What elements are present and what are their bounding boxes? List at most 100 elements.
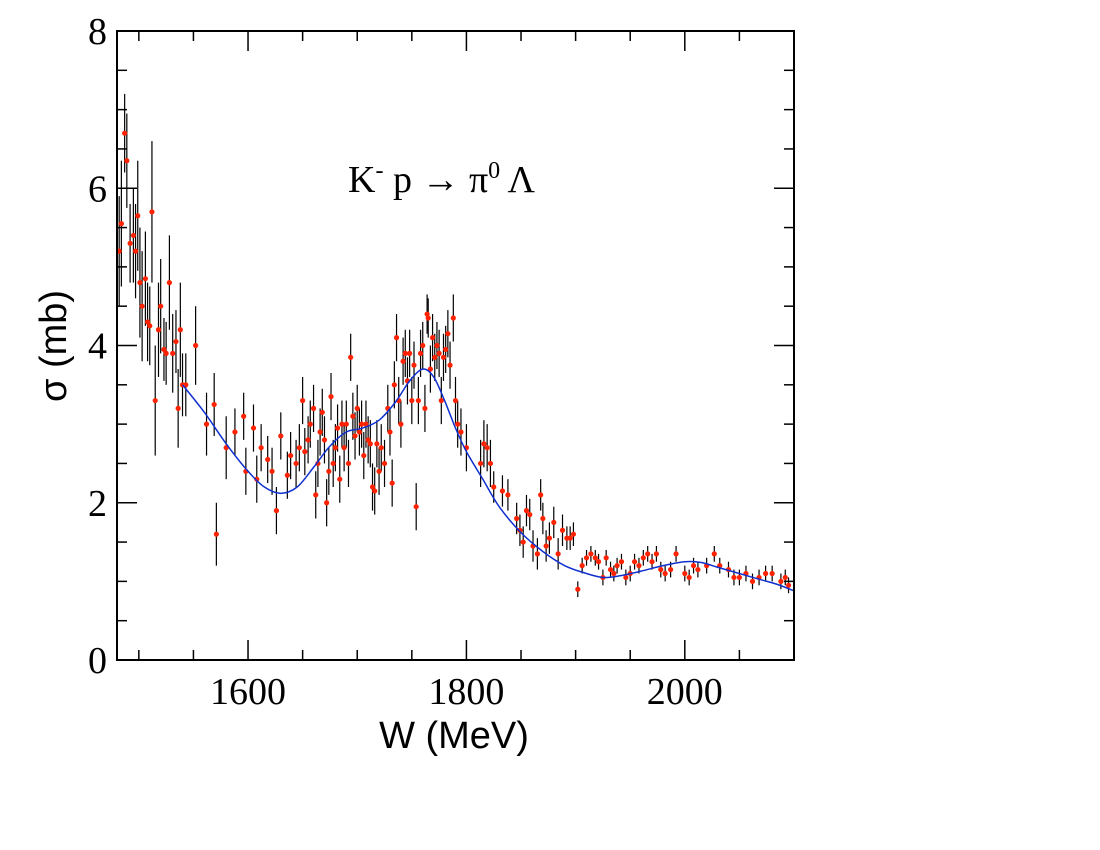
data-point bbox=[417, 350, 424, 356]
data-point bbox=[378, 445, 384, 451]
data-point bbox=[166, 280, 173, 286]
data-point bbox=[341, 445, 347, 451]
data-point bbox=[436, 350, 442, 356]
data-point bbox=[319, 409, 325, 415]
data-point bbox=[645, 551, 651, 557]
y-tick-label: 0 bbox=[88, 640, 107, 682]
data-point bbox=[413, 504, 419, 510]
tick-labels: 1600 1800 2000 0 2 4 6 8 bbox=[88, 11, 723, 713]
data-point bbox=[300, 397, 306, 404]
data-point bbox=[354, 405, 360, 411]
y-tick-label: 6 bbox=[88, 168, 107, 210]
data-point bbox=[324, 500, 330, 506]
data-point bbox=[658, 566, 664, 573]
data-point bbox=[440, 354, 447, 360]
data-point bbox=[305, 437, 311, 443]
data-point bbox=[130, 232, 136, 239]
data-point bbox=[124, 158, 130, 164]
data-point bbox=[763, 570, 769, 577]
data-point bbox=[575, 586, 581, 592]
data-point bbox=[332, 445, 338, 451]
data-point bbox=[520, 539, 526, 545]
data-point bbox=[559, 527, 566, 533]
data-point bbox=[484, 445, 490, 451]
data-point bbox=[381, 460, 388, 467]
data-point bbox=[527, 511, 533, 518]
data-point bbox=[640, 555, 646, 561]
data-point bbox=[592, 555, 598, 561]
data-point bbox=[348, 354, 354, 360]
data-point bbox=[736, 574, 743, 581]
data-point bbox=[731, 574, 737, 581]
data-point bbox=[422, 405, 428, 411]
data-point bbox=[682, 570, 688, 577]
data-point bbox=[337, 476, 343, 482]
data-point bbox=[450, 315, 456, 321]
data-point bbox=[350, 413, 356, 419]
data-point bbox=[443, 346, 449, 353]
x-axis-title: W (MeV) bbox=[379, 715, 529, 757]
data-point bbox=[269, 468, 275, 474]
data-point bbox=[614, 563, 620, 569]
data-point bbox=[352, 433, 358, 439]
data-point bbox=[313, 492, 319, 498]
data-point bbox=[595, 559, 602, 565]
data-point bbox=[711, 551, 717, 557]
data-point bbox=[193, 342, 199, 349]
data-point bbox=[310, 405, 317, 411]
data-point bbox=[769, 570, 775, 577]
annotation-mid: p → π bbox=[383, 159, 488, 201]
data-point bbox=[250, 425, 257, 431]
data-point bbox=[653, 551, 660, 557]
y-tick-label: 4 bbox=[88, 326, 107, 368]
data-point bbox=[254, 476, 260, 482]
data-point bbox=[534, 551, 540, 557]
data-point bbox=[330, 460, 336, 467]
data-point bbox=[293, 460, 299, 467]
data-point bbox=[356, 429, 363, 435]
data-point bbox=[695, 566, 701, 573]
data-point bbox=[284, 472, 290, 478]
data-point bbox=[393, 335, 400, 341]
data-point bbox=[149, 209, 155, 215]
data-point bbox=[425, 315, 431, 321]
data-point bbox=[636, 563, 642, 569]
data-point bbox=[505, 492, 511, 498]
data-point bbox=[135, 213, 141, 219]
data-point bbox=[389, 480, 395, 486]
data-point bbox=[161, 346, 167, 353]
data-point bbox=[374, 441, 380, 447]
data-point bbox=[785, 582, 792, 588]
x-tick-label: 2000 bbox=[647, 671, 723, 713]
data-point bbox=[538, 492, 544, 498]
y-axis-title: σ (mb) bbox=[33, 290, 75, 402]
data-point bbox=[673, 551, 679, 557]
data-point bbox=[288, 452, 294, 459]
data-point bbox=[361, 452, 367, 459]
data-point bbox=[317, 429, 323, 435]
data-point bbox=[122, 130, 128, 136]
data-point bbox=[445, 331, 451, 337]
data-point bbox=[631, 559, 638, 565]
data-point bbox=[778, 578, 784, 584]
annotation-sup-zero: 0 bbox=[488, 158, 500, 184]
data-point bbox=[420, 342, 426, 349]
data-point bbox=[551, 519, 557, 526]
data-point bbox=[118, 221, 124, 227]
data-point bbox=[213, 531, 219, 537]
data-point bbox=[517, 527, 523, 533]
data-point bbox=[273, 508, 280, 514]
data-point bbox=[567, 535, 573, 541]
data-point bbox=[152, 397, 158, 404]
data-point bbox=[155, 327, 162, 333]
data-point bbox=[241, 413, 247, 419]
data-point bbox=[481, 441, 487, 447]
data-point bbox=[387, 429, 393, 435]
data-point bbox=[491, 484, 497, 490]
data-points bbox=[116, 130, 792, 592]
data-point bbox=[583, 555, 590, 561]
data-point bbox=[142, 276, 148, 282]
data-point bbox=[328, 394, 334, 400]
data-point bbox=[438, 397, 444, 404]
data-point bbox=[345, 460, 352, 467]
